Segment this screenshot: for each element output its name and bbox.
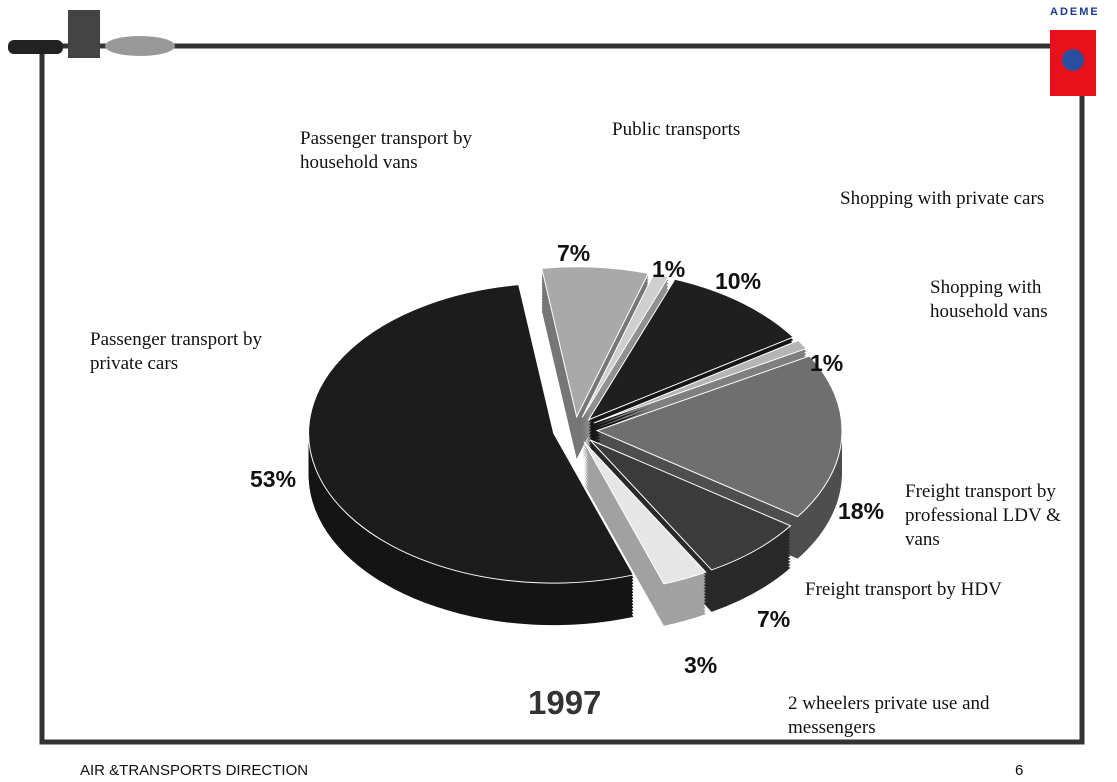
category-label: Shopping with private cars [840,187,1070,211]
pie [309,267,842,626]
slide [0,0,1117,782]
category-label: Freight transport by HDV [805,578,1065,602]
value-label: 18% [838,498,884,525]
logo-text: ADEME [1050,6,1100,18]
category-label: Freight transport by professional LDV & … [905,480,1090,552]
footer-left: AIR &TRANSPORTS DIRECTION [80,762,308,779]
logo-globe [1062,49,1084,71]
value-label: 1% [810,350,843,377]
value-label: 53% [250,466,296,493]
value-label: 3% [684,652,717,679]
category-label: Passenger transport by household vans [300,127,510,175]
value-label: 10% [715,268,761,295]
year-label: 1997 [528,684,601,722]
page: {"chart_data": {"type": "pie", "categori… [0,0,1117,782]
page-number: 6 [1015,762,1023,779]
category-label: Public transports [612,118,812,142]
category-label: 2 wheelers private use and messengers [788,692,1058,740]
vehicle-icons [8,10,175,58]
category-label: Passenger transport by private cars [90,328,300,376]
value-label: 7% [757,606,790,633]
value-label: 1% [652,256,685,283]
category-label: Shopping with household vans [930,276,1090,324]
value-label: 7% [557,240,590,267]
